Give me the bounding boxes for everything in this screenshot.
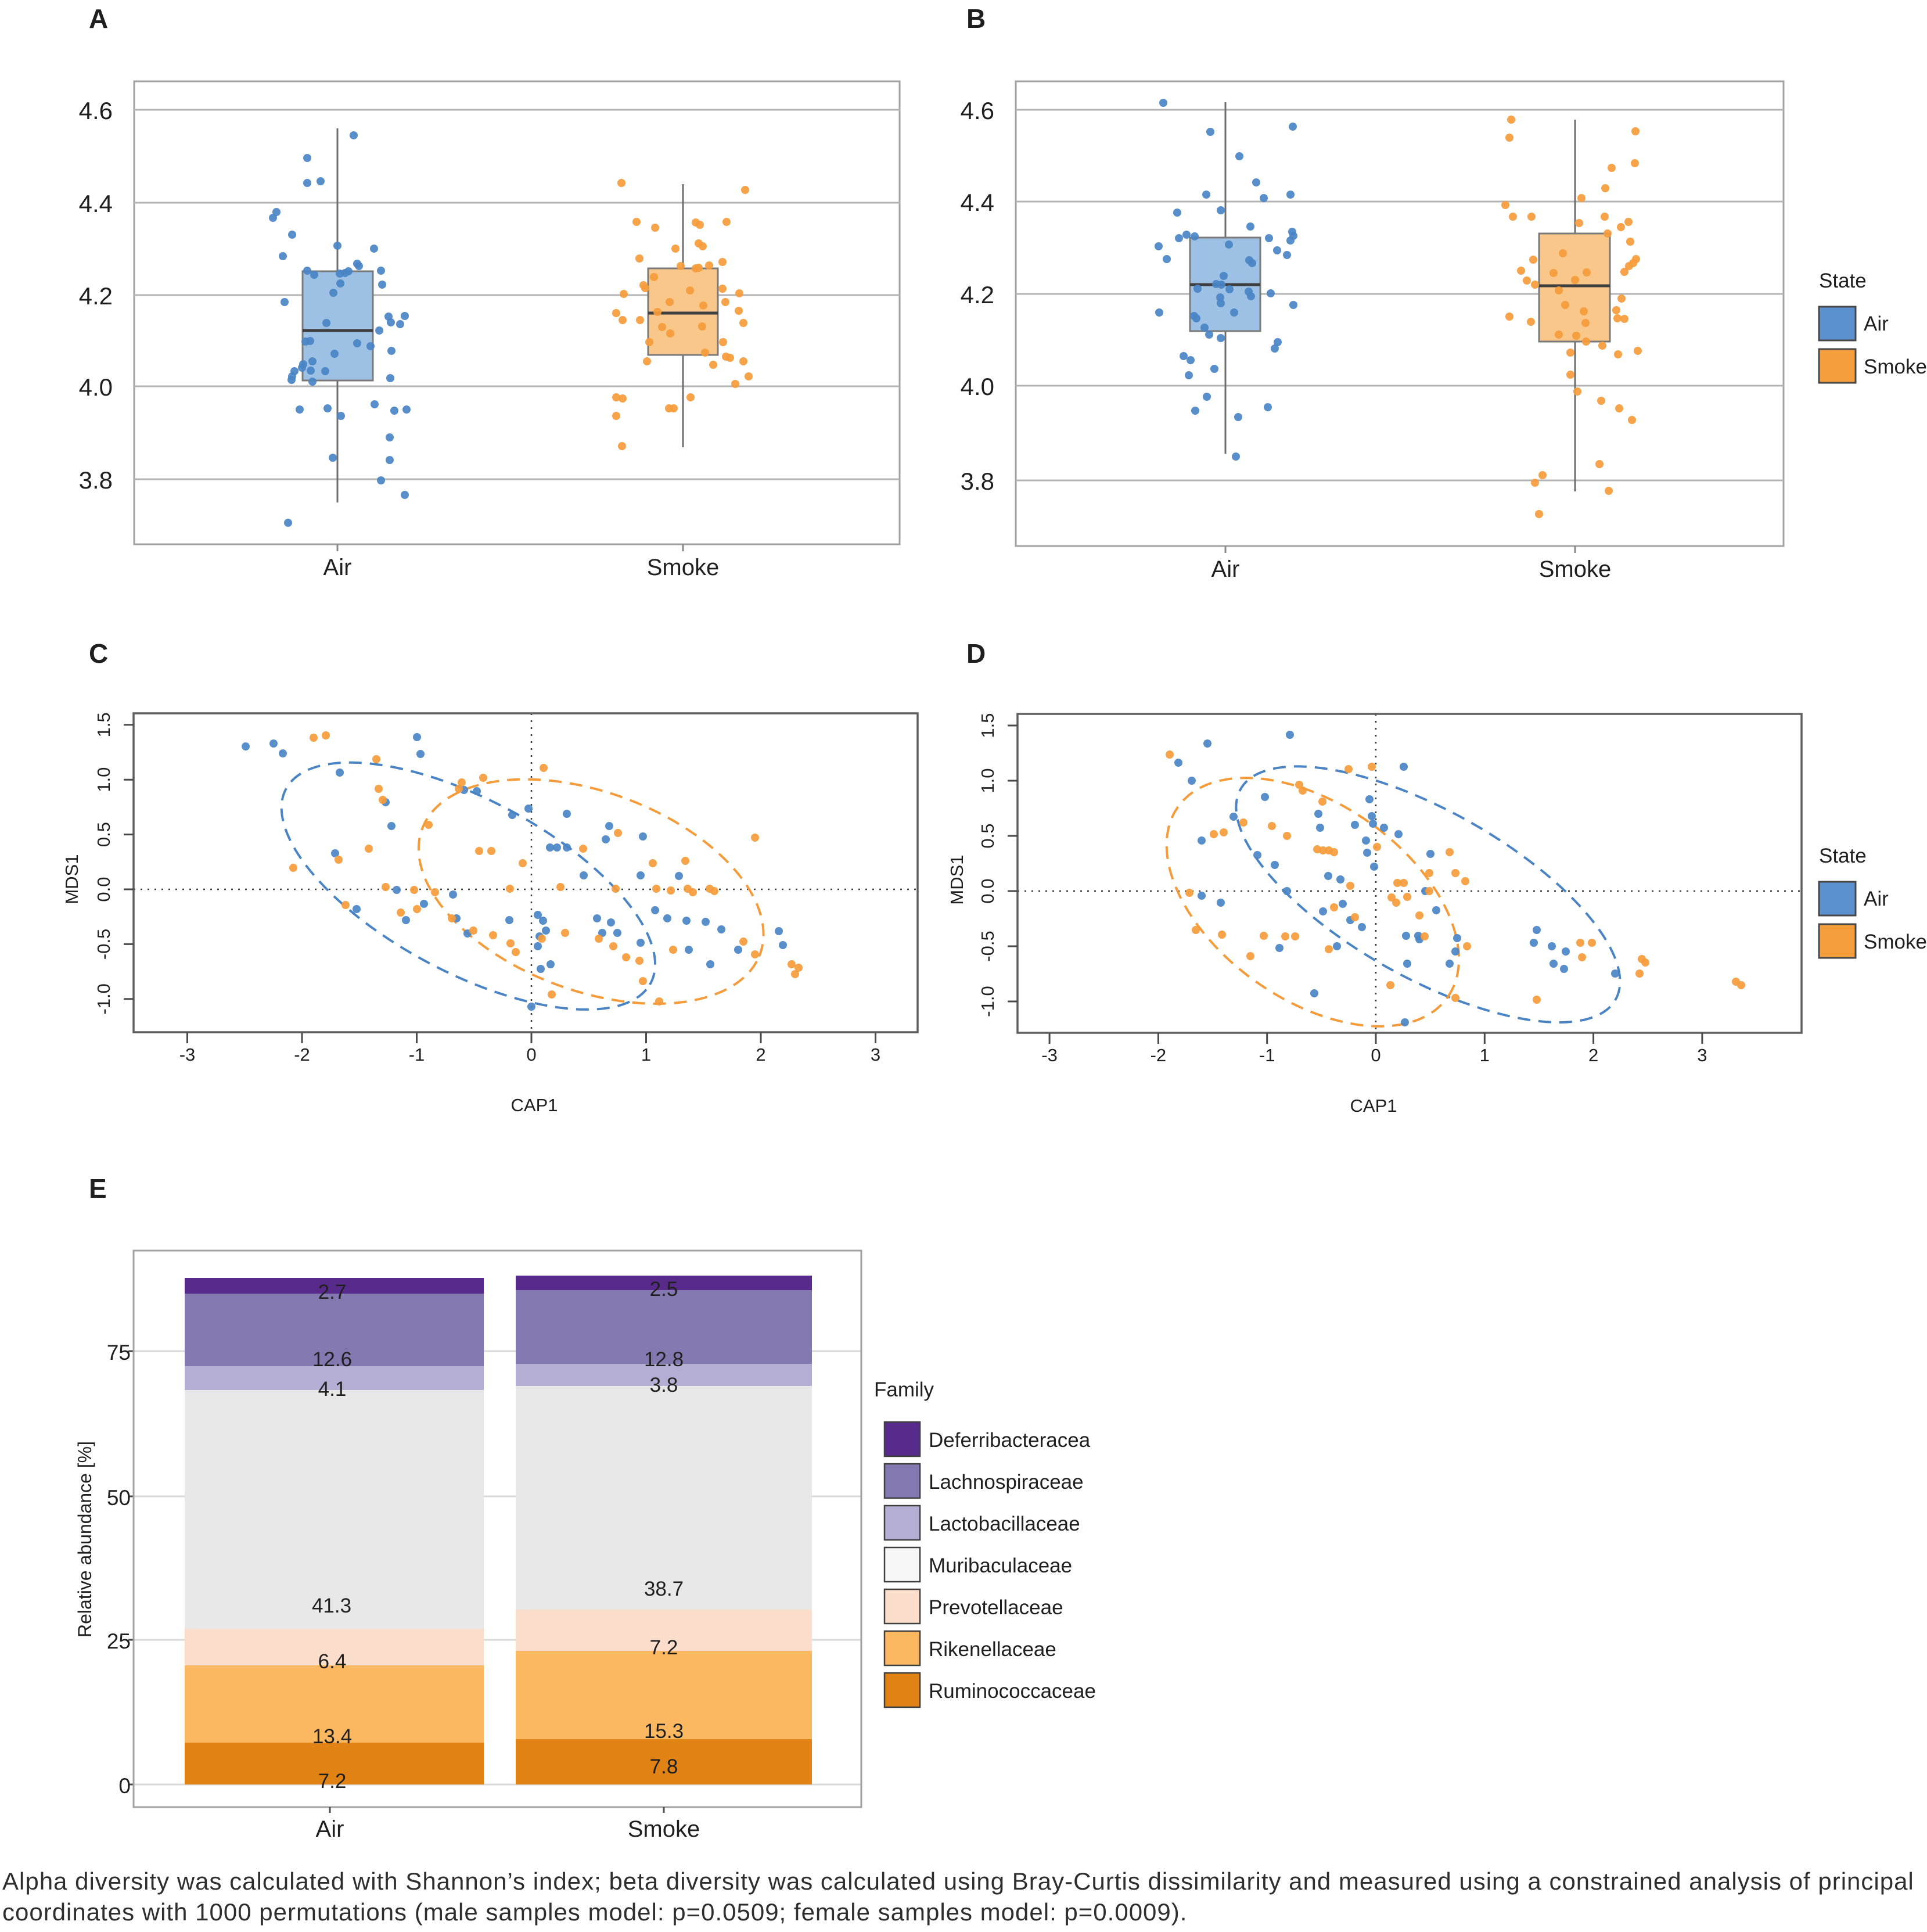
svg-text:State: State — [1819, 270, 1867, 292]
svg-text:1.5: 1.5 — [94, 712, 114, 737]
svg-text:4.2: 4.2 — [79, 282, 113, 310]
svg-text:Smoke: Smoke — [1864, 355, 1927, 378]
svg-text:2.5: 2.5 — [650, 1278, 678, 1301]
svg-text:Smoke: Smoke — [1864, 931, 1927, 953]
svg-text:0.5: 0.5 — [977, 823, 998, 848]
svg-text:Muribaculaceae: Muribaculaceae — [929, 1554, 1072, 1577]
svg-text:coordinates with 1000 permutat: coordinates with 1000 permutations (male… — [2, 1898, 1187, 1926]
svg-text:4.6: 4.6 — [961, 97, 994, 124]
svg-text:-1.0: -1.0 — [977, 986, 998, 1017]
svg-text:0.0: 0.0 — [94, 877, 114, 902]
svg-text:-0.5: -0.5 — [94, 929, 114, 960]
svg-text:Ruminococcaceae: Ruminococcaceae — [929, 1680, 1096, 1703]
svg-text:-2: -2 — [1151, 1045, 1167, 1065]
svg-text:0.0: 0.0 — [977, 878, 998, 903]
svg-text:D: D — [966, 638, 986, 669]
svg-text:1: 1 — [641, 1044, 651, 1065]
svg-text:MDS1: MDS1 — [947, 854, 967, 904]
svg-text:Alpha diversity was calculated: Alpha diversity was calculated with Shan… — [2, 1868, 1914, 1895]
svg-text:Air: Air — [323, 555, 352, 580]
svg-text:Lachnospiraceae: Lachnospiraceae — [929, 1471, 1084, 1493]
svg-text:Air: Air — [1864, 313, 1889, 335]
svg-text:41.3: 41.3 — [312, 1595, 351, 1617]
svg-text:1.0: 1.0 — [977, 768, 998, 793]
svg-text:1.5: 1.5 — [977, 713, 998, 738]
svg-text:Lactobacillaceae: Lactobacillaceae — [929, 1513, 1080, 1535]
svg-text:C: C — [89, 638, 108, 669]
svg-text:-0.5: -0.5 — [977, 931, 998, 961]
svg-text:CAP1: CAP1 — [1350, 1096, 1397, 1116]
svg-text:-2: -2 — [294, 1044, 310, 1065]
svg-text:2: 2 — [756, 1044, 765, 1065]
svg-text:15.3: 15.3 — [644, 1720, 684, 1743]
svg-text:Rikenellaceae: Rikenellaceae — [929, 1638, 1056, 1661]
svg-text:3.8: 3.8 — [961, 468, 994, 495]
svg-text:Smoke: Smoke — [628, 1816, 700, 1842]
svg-text:4.0: 4.0 — [79, 374, 113, 401]
svg-text:2.7: 2.7 — [318, 1281, 347, 1303]
svg-text:Prevotellaceae: Prevotellaceae — [929, 1596, 1063, 1619]
svg-text:1: 1 — [1480, 1045, 1490, 1065]
svg-text:50: 50 — [107, 1486, 131, 1510]
svg-text:3.8: 3.8 — [650, 1374, 678, 1396]
svg-text:4.1: 4.1 — [318, 1378, 347, 1400]
svg-text:Air: Air — [1211, 556, 1240, 582]
svg-text:7.2: 7.2 — [650, 1636, 678, 1659]
svg-text:38.7: 38.7 — [644, 1578, 684, 1600]
svg-text:0.5: 0.5 — [94, 822, 114, 847]
svg-text:MDS1: MDS1 — [62, 854, 82, 904]
svg-text:-3: -3 — [179, 1044, 196, 1065]
svg-text:1.0: 1.0 — [94, 767, 114, 792]
svg-text:Air: Air — [1864, 888, 1889, 910]
svg-text:-3: -3 — [1041, 1045, 1058, 1065]
svg-text:4.0: 4.0 — [961, 373, 994, 400]
svg-text:3: 3 — [871, 1044, 880, 1065]
svg-text:Deferribacteracea: Deferribacteracea — [929, 1429, 1091, 1452]
svg-text:13.4: 13.4 — [312, 1725, 352, 1748]
svg-text:3.8: 3.8 — [79, 466, 113, 494]
svg-text:12.8: 12.8 — [644, 1348, 684, 1371]
svg-text:CAP1: CAP1 — [511, 1095, 558, 1115]
svg-text:7.8: 7.8 — [650, 1755, 678, 1778]
svg-text:7.2: 7.2 — [318, 1770, 347, 1793]
svg-text:-1: -1 — [1259, 1045, 1275, 1065]
svg-text:A: A — [89, 3, 108, 34]
svg-text:Family: Family — [874, 1378, 934, 1401]
svg-text:3: 3 — [1697, 1045, 1707, 1065]
svg-text:B: B — [966, 3, 986, 34]
svg-text:Smoke: Smoke — [1539, 556, 1612, 582]
svg-text:4.2: 4.2 — [961, 281, 994, 308]
svg-text:2: 2 — [1588, 1045, 1598, 1065]
svg-text:6.4: 6.4 — [318, 1650, 347, 1673]
svg-text:Relative abundance [%]: Relative abundance [%] — [74, 1441, 95, 1637]
svg-text:0: 0 — [1371, 1045, 1380, 1065]
svg-text:E: E — [89, 1173, 107, 1204]
svg-text:Air: Air — [316, 1816, 344, 1842]
svg-text:-1.0: -1.0 — [94, 983, 114, 1014]
svg-text:4.6: 4.6 — [79, 97, 113, 124]
svg-text:0: 0 — [118, 1774, 131, 1798]
svg-text:State: State — [1819, 845, 1867, 867]
svg-text:75: 75 — [107, 1341, 131, 1364]
svg-text:25: 25 — [107, 1629, 131, 1653]
svg-text:12.6: 12.6 — [312, 1348, 352, 1371]
svg-text:-1: -1 — [409, 1044, 425, 1065]
svg-text:Smoke: Smoke — [647, 555, 720, 580]
svg-text:0: 0 — [526, 1044, 536, 1065]
svg-text:4.4: 4.4 — [79, 190, 113, 217]
svg-text:4.4: 4.4 — [961, 189, 994, 216]
